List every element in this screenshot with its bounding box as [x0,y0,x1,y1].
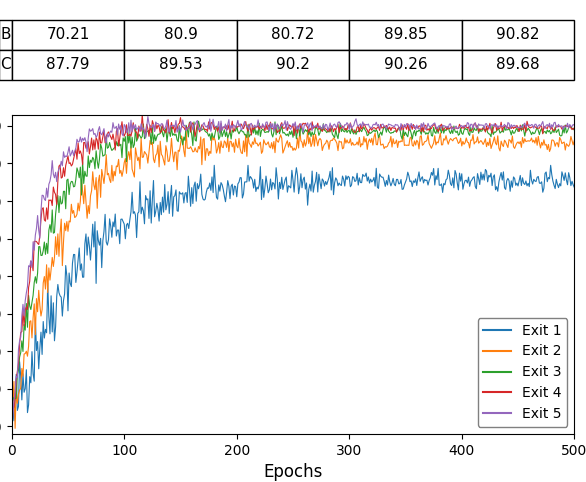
Exit 5 [314,124,321,130]
Exit 3 [314,127,321,133]
Exit 3 [277,127,284,133]
Exit 2 [297,127,304,133]
Exit 3 [571,127,578,133]
Exit 1 [346,174,353,180]
Exit 2 [9,402,16,407]
Exit 1 [282,177,289,183]
Exit 2 [571,138,578,144]
Exit 4 [282,125,289,131]
Exit 1 [211,162,218,168]
Exit 4 [315,127,322,133]
Exit 3 [281,130,288,135]
Exit 3 [558,133,565,138]
Line: Exit 2: Exit 2 [13,130,574,428]
Exit 4 [560,124,567,130]
Exit 5 [277,124,284,130]
Exit 2 [346,140,353,146]
Exit 5 [9,415,16,421]
Exit 4 [472,120,479,126]
Exit 1 [315,171,322,177]
Exit 4 [9,404,16,410]
Exit 4 [278,120,285,126]
Exit 3 [471,125,478,131]
Exit 3 [195,118,202,124]
Line: Exit 5: Exit 5 [13,117,574,418]
X-axis label: Epochs: Epochs [263,463,323,481]
Line: Exit 4: Exit 4 [13,115,574,407]
Exit 5 [144,114,151,120]
Exit 1 [9,407,16,413]
Exit 1 [472,184,479,189]
Exit 4 [571,126,578,132]
Exit 5 [571,122,578,128]
Exit 1 [278,174,285,180]
Exit 5 [471,121,478,127]
Exit 3 [345,128,352,134]
Exit 1 [571,185,578,190]
Exit 5 [281,121,288,127]
Exit 2 [12,426,19,431]
Exit 1 [11,418,18,424]
Exit 2 [560,140,567,146]
Exit 2 [277,132,284,138]
Line: Exit 1: Exit 1 [13,165,574,421]
Exit 4 [346,125,353,131]
Legend: Exit 1, Exit 2, Exit 3, Exit 4, Exit 5: Exit 1, Exit 2, Exit 3, Exit 4, Exit 5 [478,318,567,427]
Exit 2 [315,137,322,143]
Exit 3 [9,398,16,403]
Exit 2 [472,139,479,145]
Exit 2 [281,147,288,153]
Line: Exit 3: Exit 3 [13,121,574,401]
Exit 4 [139,112,146,118]
Exit 5 [345,121,352,127]
Exit 4 [11,404,18,410]
Exit 5 [558,123,565,129]
Exit 1 [560,173,567,179]
